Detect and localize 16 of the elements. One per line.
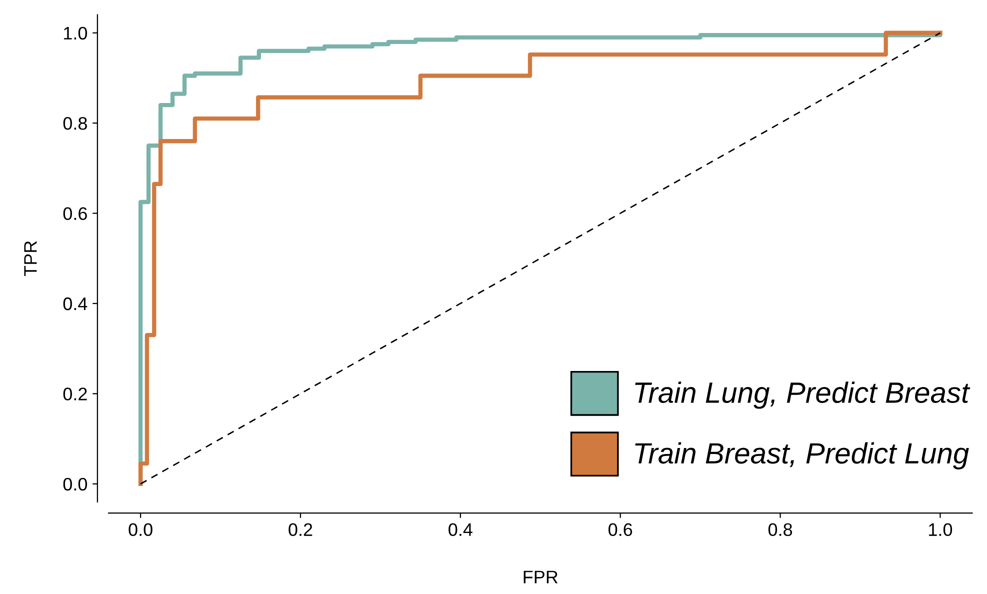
x-tick-label: 0.8	[768, 523, 792, 536]
x-tick-label: 1.0	[929, 523, 952, 536]
x-tick-label: 0.6	[608, 523, 632, 536]
y-axis-title: TPR	[24, 241, 37, 276]
x-tick-label: 0.0	[128, 523, 152, 536]
y-tick-label: 0.8	[63, 117, 87, 130]
y-tick-label: 0.4	[63, 297, 88, 310]
y-tick-label: 0.6	[63, 207, 87, 220]
y-tick-label: 0.2	[63, 388, 87, 400]
y-tick-label: 1.0	[64, 26, 88, 40]
y-tick-label: 0.0	[63, 478, 88, 491]
x-axis-title: FPR	[524, 570, 558, 584]
legend-label: Train Breast, Predict Lung	[635, 442, 969, 470]
x-tick-label: 0.4	[448, 523, 472, 536]
legend-label: Train Lung, Predict Breast	[635, 382, 970, 409]
x-tick-label: 0.2	[288, 523, 312, 536]
